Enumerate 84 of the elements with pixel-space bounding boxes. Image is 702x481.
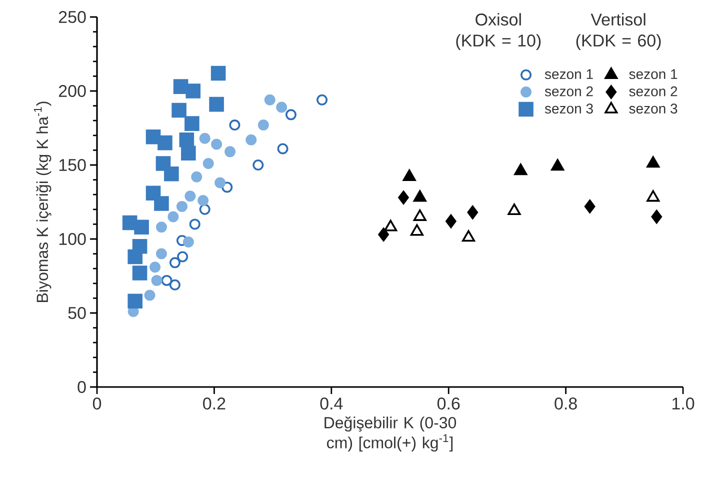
x-tick-label: 0.2 — [203, 398, 226, 410]
point — [199, 132, 210, 144]
point — [168, 211, 179, 222]
point — [184, 190, 196, 202]
point — [132, 266, 148, 280]
point — [410, 224, 424, 236]
point — [179, 132, 194, 148]
point — [198, 195, 209, 206]
point — [258, 120, 269, 131]
legend-label: sezon 2 — [629, 86, 678, 96]
y-tick-label: 0 — [78, 380, 86, 394]
point — [378, 228, 389, 242]
point — [184, 116, 200, 131]
point — [172, 102, 186, 118]
x-tick-label: 0.6 — [437, 398, 460, 410]
point — [264, 94, 276, 106]
point — [252, 160, 264, 170]
y-axis-title: Biyomas K içeriği (kg K ha$^{-1}$) — [34, 102, 52, 302]
point — [156, 222, 167, 233]
point — [508, 203, 521, 216]
point — [209, 96, 224, 112]
point — [229, 120, 240, 131]
point — [462, 230, 476, 242]
point — [210, 66, 226, 81]
y-tick-label: 100 — [59, 232, 86, 246]
point — [211, 138, 222, 150]
point — [398, 190, 409, 204]
y-tick-label: 150 — [59, 158, 86, 172]
point — [151, 274, 162, 286]
x-tick-label: 0.8 — [554, 398, 577, 410]
point — [191, 171, 202, 182]
y-tick-label: 250 — [58, 10, 86, 24]
point — [246, 134, 257, 146]
legend-label: sezon 3 — [629, 104, 678, 114]
point — [182, 236, 194, 248]
point — [413, 190, 426, 202]
y-tick-label: 50 — [68, 306, 86, 320]
x-tick-label: 0.4 — [320, 398, 343, 410]
point — [144, 290, 156, 301]
point — [128, 294, 142, 309]
point — [514, 164, 528, 176]
legend-label: sezon 1 — [629, 69, 678, 80]
legend-label: sezon 2 — [544, 86, 593, 96]
y-tick-label: 200 — [58, 84, 86, 98]
point — [646, 190, 660, 202]
point — [224, 146, 236, 158]
legend-label: sezon 1 — [544, 69, 593, 80]
point — [177, 251, 188, 262]
point — [651, 210, 662, 224]
legend-label: sezon 3 — [544, 104, 593, 114]
point — [285, 109, 296, 120]
point — [199, 204, 210, 215]
point — [169, 257, 180, 268]
point — [176, 234, 188, 246]
x-tick-label: 0 — [92, 398, 102, 410]
point — [176, 200, 188, 212]
point — [169, 279, 180, 290]
point — [316, 94, 328, 106]
point — [446, 214, 456, 228]
x-axis-title: Değişebilir K (0-30 cm) [cmol(+) kg$^{-1}$] — [324, 416, 456, 452]
point — [158, 135, 172, 150]
point — [161, 274, 172, 286]
point — [384, 220, 398, 232]
point — [156, 248, 167, 260]
point — [584, 200, 596, 214]
point — [154, 196, 169, 211]
point — [551, 159, 564, 171]
point — [134, 220, 149, 235]
point — [128, 249, 142, 264]
annotation: Vertisol (KDK = 60) — [576, 13, 661, 50]
annotation: Oxisol (KDK = 10) — [456, 13, 541, 50]
point — [164, 166, 179, 182]
point — [222, 182, 233, 193]
point — [467, 205, 478, 220]
point — [276, 102, 288, 113]
point — [186, 84, 201, 98]
point — [181, 146, 196, 161]
point — [646, 156, 660, 168]
point — [202, 158, 214, 170]
x-tick-label: 1.0 — [672, 398, 694, 410]
point — [189, 218, 200, 230]
point — [214, 177, 226, 188]
point — [277, 143, 288, 154]
point — [150, 262, 161, 273]
